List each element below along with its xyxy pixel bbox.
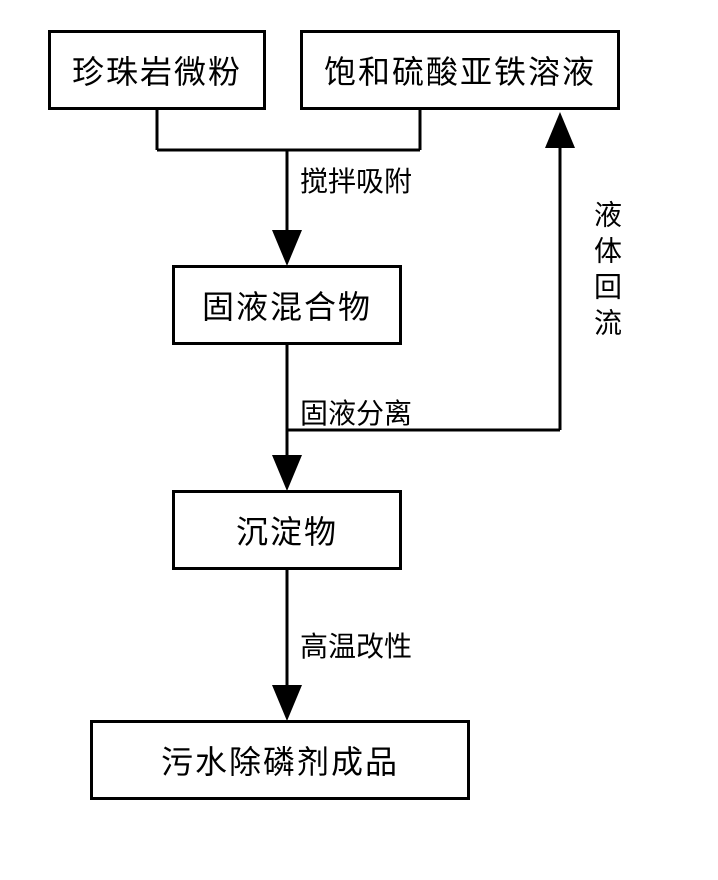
node-label: 污水除磷剂成品 <box>161 737 399 783</box>
node-perlite-powder: 珍珠岩微粉 <box>48 30 266 110</box>
node-label: 固液混合物 <box>202 282 372 328</box>
edge-label-liquid-reflux: 液体回流 <box>585 200 625 344</box>
edge-label-high-temp-modification: 高温改性 <box>300 625 412 665</box>
node-label: 饱和硫酸亚铁溶液 <box>324 47 596 93</box>
edge-label-stir-adsorb: 搅拌吸附 <box>300 160 412 200</box>
node-label: 沉淀物 <box>236 507 338 553</box>
node-label: 珍珠岩微粉 <box>72 47 242 93</box>
node-solid-liquid-mixture: 固液混合物 <box>172 265 402 345</box>
edge-label-solid-liquid-separation: 固液分离 <box>300 392 412 432</box>
node-precipitate: 沉淀物 <box>172 490 402 570</box>
node-final-product: 污水除磷剂成品 <box>90 720 470 800</box>
node-ferrous-sulfate-solution: 饱和硫酸亚铁溶液 <box>300 30 620 110</box>
